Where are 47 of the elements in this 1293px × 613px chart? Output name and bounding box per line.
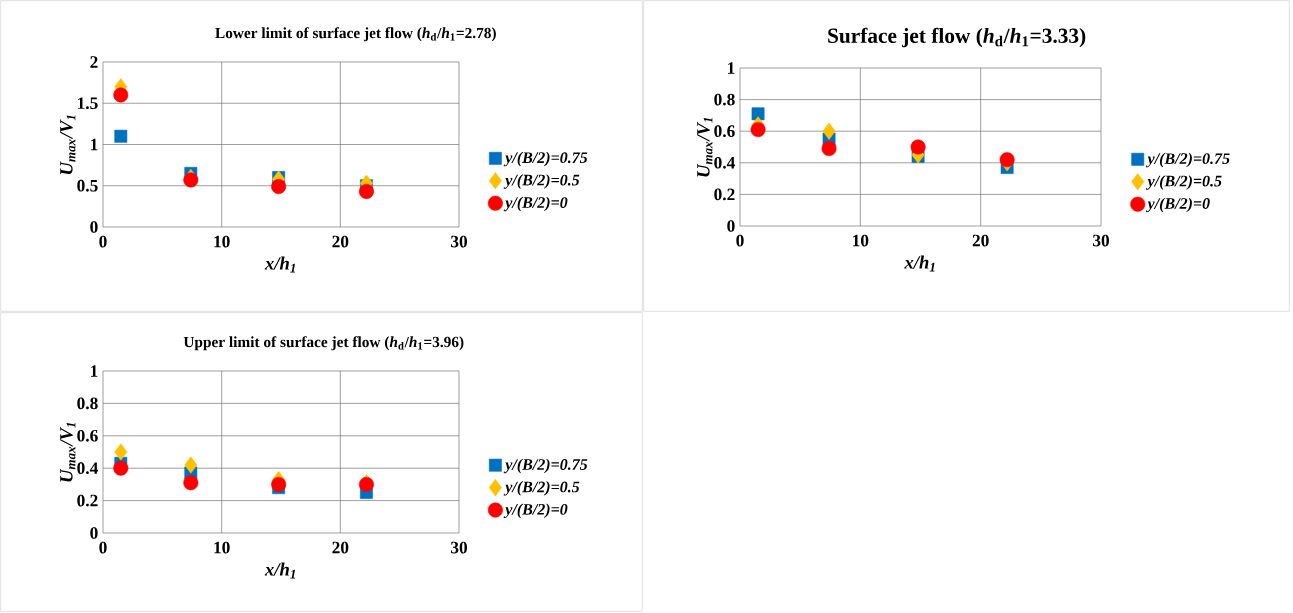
x-tick-label: 20 xyxy=(972,234,989,247)
y-tick-label: 2 xyxy=(90,56,98,68)
legend-label: y/(B/2)=0 xyxy=(1146,197,1210,213)
y-tick-label: 0.6 xyxy=(714,125,735,138)
x-tick-label: 0 xyxy=(736,234,744,247)
y-tick-label: 0 xyxy=(727,220,735,232)
x-tick-label: 10 xyxy=(853,234,869,247)
x-axis-title: x/h$_{1}$ xyxy=(264,256,296,273)
legend-label: y/(B/2)=0.75 xyxy=(503,151,588,167)
legend-label: y/(B/2)=0.5 xyxy=(503,481,580,496)
y-tick-label: 0 xyxy=(90,527,98,539)
x-tick-label: 30 xyxy=(450,541,468,554)
x-tick-label: 10 xyxy=(214,235,230,248)
x-axis-title: x/h$_{1}$ xyxy=(904,255,935,272)
y-tick-label: 0 xyxy=(90,221,98,233)
x-tick-label: 20 xyxy=(332,235,349,248)
y-tick-label: 0.8 xyxy=(77,397,98,410)
x-tick-label: 0 xyxy=(99,235,107,248)
y-tick-label: 0.8 xyxy=(714,93,735,106)
y-tick-label: 0.2 xyxy=(77,494,98,507)
x-tick-label: 10 xyxy=(214,541,230,554)
x-tick-label: 20 xyxy=(332,541,349,554)
y-tick-label: 0.6 xyxy=(77,429,98,442)
y-tick-label: 0.5 xyxy=(77,179,98,192)
y-axis-title: U$_{max}$/V$_{1}$ xyxy=(60,422,76,482)
y-axis-title: U$_{max}$/V$_{1}$ xyxy=(60,115,76,175)
y-tick-label: 1 xyxy=(728,62,735,74)
y-tick-label: 1 xyxy=(91,365,98,377)
y-tick-label: 0.4 xyxy=(77,462,98,475)
y-tick-label: 0.4 xyxy=(714,156,735,169)
legend-label: y/(B/2)=0 xyxy=(503,196,568,212)
x-tick-label: 30 xyxy=(1092,234,1110,247)
legend-label: y/(B/2)=0.75 xyxy=(1146,152,1230,168)
chart-title: Upper limit of surface jet flow (h$_{d}$/h$_{1}$=3.96) xyxy=(183,336,464,351)
x-tick-label: 30 xyxy=(450,235,468,248)
x-axis-title: x/h$_{1}$ xyxy=(264,562,296,579)
legend-label: y/(B/2)=0.5 xyxy=(1146,175,1222,190)
legend-label: y/(B/2)=0.75 xyxy=(503,458,588,474)
x-tick-label: 0 xyxy=(99,541,107,554)
y-tick-label: 1.5 xyxy=(78,97,98,110)
legend-label: y/(B/2)=0.5 xyxy=(503,174,580,189)
y-tick-label: 1 xyxy=(91,138,98,151)
y-tick-label: 0.2 xyxy=(714,188,735,201)
y-axis-title: U$_{max}$/V$_{1}$ xyxy=(697,117,713,177)
legend-label: y/(B/2)=0 xyxy=(503,503,568,519)
chart-title: Lower limit of surface jet flow (h$_{d}$/h$_{1}$=2.78) xyxy=(215,27,496,42)
chart-title: Surface jet flow (h$_{d}$/h$_{1}$=3.33) xyxy=(828,27,1086,48)
